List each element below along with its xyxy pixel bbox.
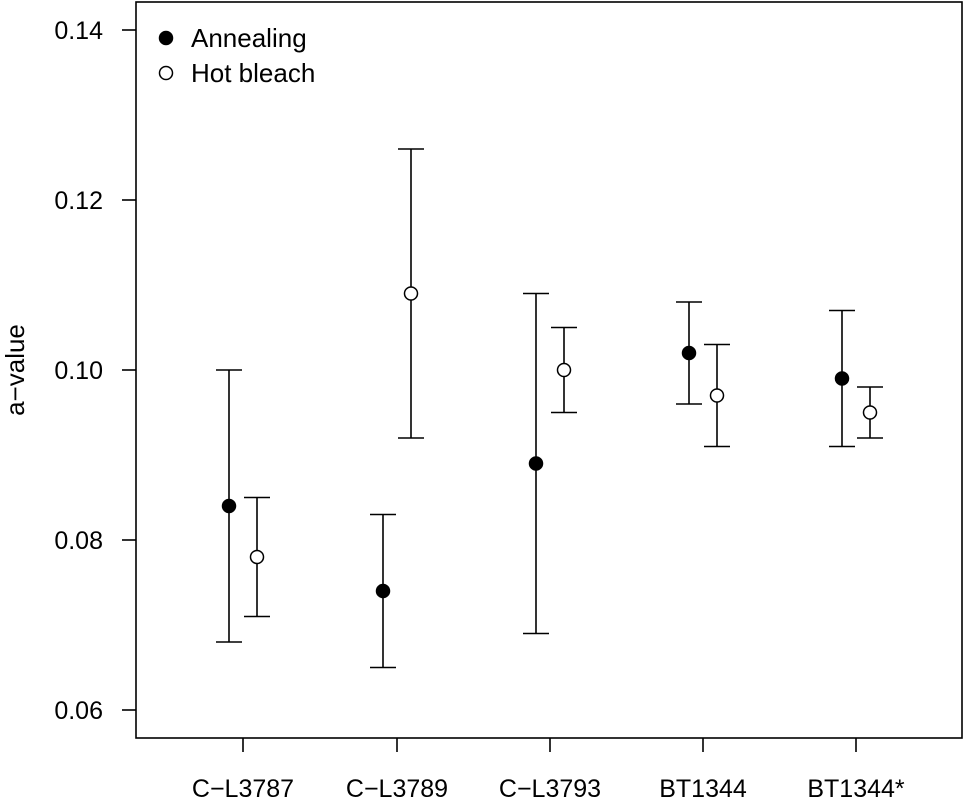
- point-annealing: [375, 583, 391, 599]
- y-tick-label: 0.08: [54, 527, 103, 555]
- data-points: [221, 286, 878, 599]
- point-annealing: [681, 345, 697, 361]
- point-hot-bleach: [862, 405, 878, 420]
- x-tick-label: C−L3787: [192, 775, 294, 802]
- legend-label-hot-bleach: Hot bleach: [191, 58, 315, 88]
- plot-frame: [135, 1, 963, 739]
- point-annealing: [221, 498, 237, 514]
- x-tick-label: BT1344*: [807, 775, 905, 802]
- point-hot-bleach: [249, 549, 265, 565]
- x-tick-label: BT1344: [659, 775, 747, 802]
- point-hot-bleach: [403, 286, 419, 301]
- y-tick-label: 0.06: [54, 697, 103, 725]
- point-hot-bleach: [556, 362, 572, 378]
- legend-marker-annealing: [158, 30, 174, 46]
- legend-marker-hot-bleach: [158, 65, 174, 81]
- error-bars: [216, 148, 883, 669]
- x-axis: C−L3787 C−L3789 C−L3793 BT1344 BT1344*: [192, 738, 905, 802]
- point-annealing: [834, 371, 850, 386]
- y-tick-label: 0.12: [54, 187, 103, 215]
- y-tick-label: 0.14: [54, 17, 103, 45]
- x-tick-label: C−L3789: [346, 775, 448, 802]
- y-tick-label: 0.10: [54, 357, 103, 385]
- y-axis-title: a−value: [0, 324, 30, 416]
- point-annealing: [528, 456, 544, 471]
- x-tick-label: C−L3793: [499, 775, 601, 802]
- legend: Annealing Hot bleach: [158, 23, 315, 88]
- legend-label-annealing: Annealing: [191, 23, 307, 53]
- y-axis: 0.06 0.08 0.10 0.12 0.14: [54, 17, 136, 725]
- point-hot-bleach: [709, 388, 725, 403]
